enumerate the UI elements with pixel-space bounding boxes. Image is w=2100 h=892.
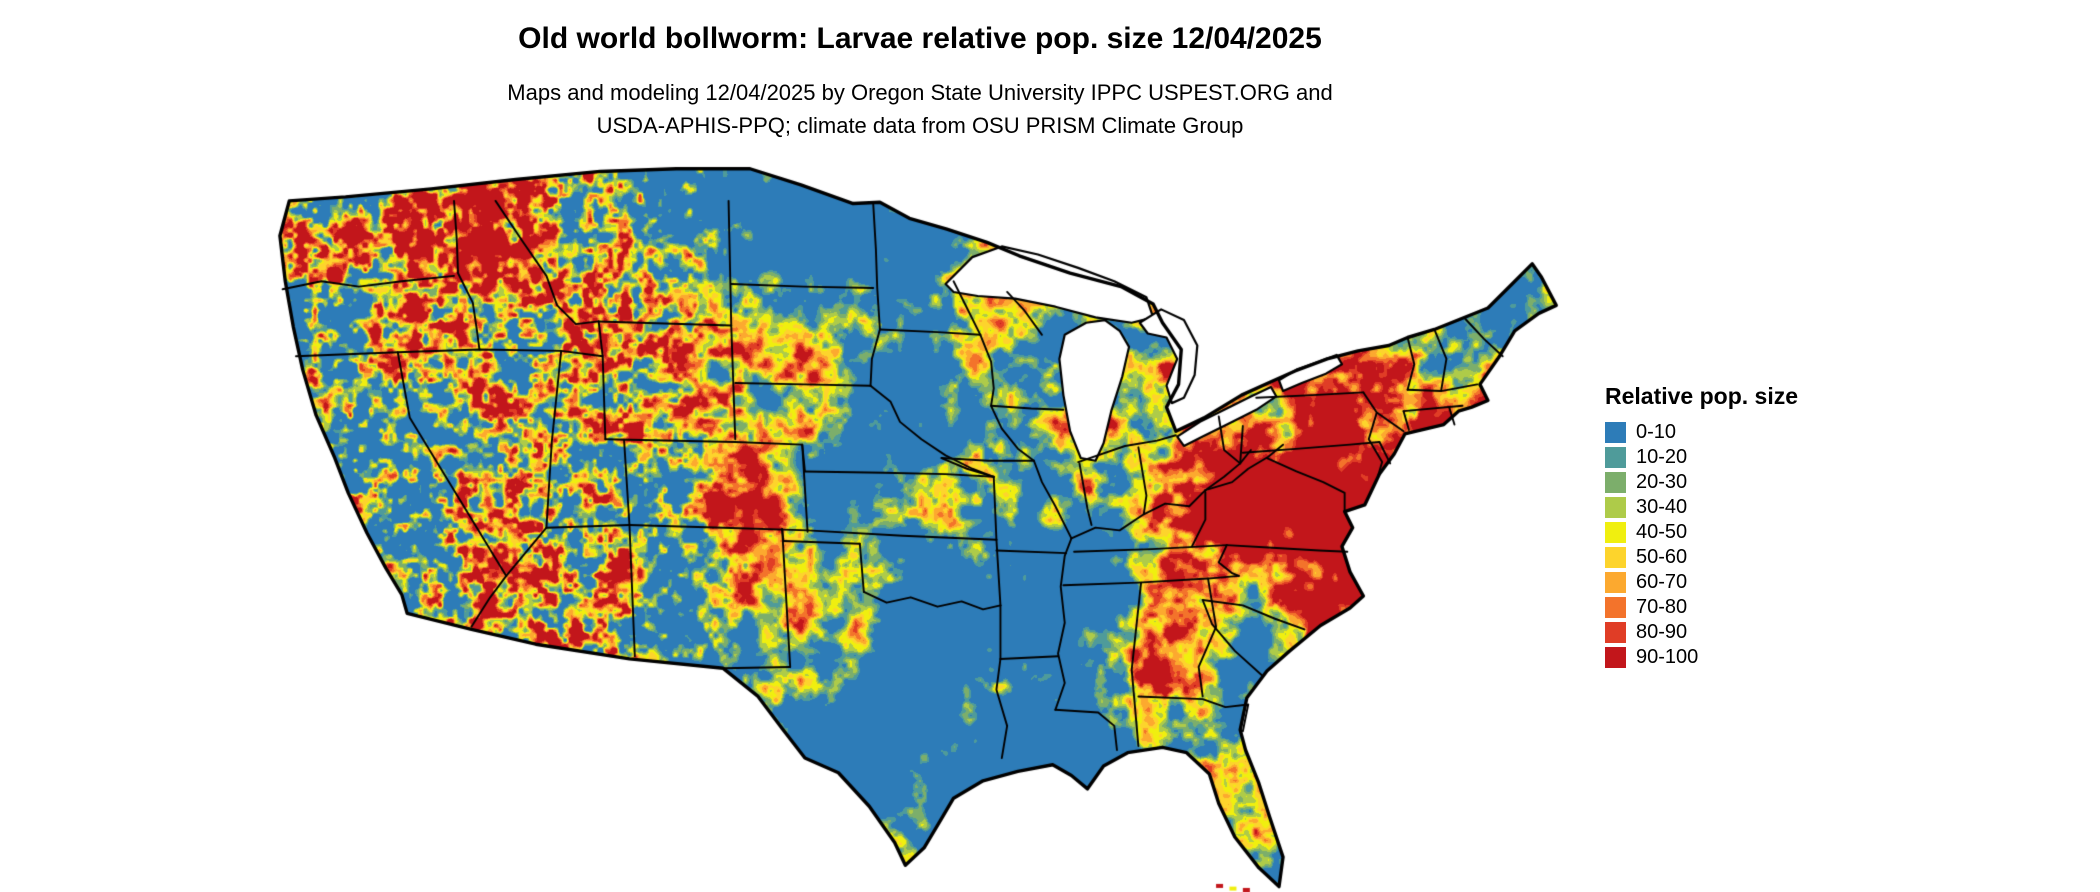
legend-item: 50-60 [1605, 545, 1798, 570]
legend-color-swatch [1605, 522, 1626, 543]
legend-item-label: 90-100 [1636, 646, 1699, 668]
header: Old world bollworm: Larvae relative pop.… [170, 12, 1670, 142]
legend-title: Relative pop. size [1605, 383, 1799, 409]
legend-item: 10-20 [1605, 445, 1798, 470]
legend: Relative pop. size 0-10 10-20 20-30 30-4… [1605, 383, 1798, 670]
legend-item: 80-90 [1605, 620, 1798, 645]
legend-color-swatch [1605, 547, 1626, 568]
legend-color-swatch [1605, 597, 1626, 618]
legend-item-label: 70-80 [1636, 596, 1688, 618]
map-subtitle-line1: Maps and modeling 12/04/2025 by Oregon S… [507, 80, 1333, 105]
legend-color-swatch [1605, 497, 1626, 518]
legend-color-swatch [1605, 647, 1626, 668]
legend-items: 0-10 10-20 20-30 30-40 40-50 50-60 60-70 [1605, 420, 1798, 670]
legend-color-swatch [1605, 472, 1626, 493]
legend-item-label: 20-30 [1636, 471, 1688, 493]
legend-item: 0-10 [1605, 420, 1798, 445]
legend-color-swatch [1605, 622, 1626, 643]
legend-item-label: 60-70 [1636, 571, 1688, 593]
legend-item-label: 80-90 [1636, 621, 1688, 643]
legend-item-label: 10-20 [1636, 446, 1688, 468]
legend-item: 40-50 [1605, 520, 1798, 545]
legend-item: 20-30 [1605, 470, 1798, 495]
legend-color-swatch [1605, 422, 1626, 443]
legend-item-label: 30-40 [1636, 496, 1688, 518]
legend-item: 90-100 [1605, 645, 1798, 670]
legend-color-swatch [1605, 572, 1626, 593]
map-subtitle: Maps and modeling 12/04/2025 by Oregon S… [170, 76, 1670, 142]
legend-item-label: 0-10 [1636, 421, 1677, 443]
legend-color-swatch [1605, 447, 1626, 468]
map-subtitle-line2: USDA-APHIS-PPQ; climate data from OSU PR… [596, 113, 1244, 138]
legend-item-label: 50-60 [1636, 546, 1688, 568]
legend-item: 60-70 [1605, 570, 1798, 595]
legend-item-label: 40-50 [1636, 521, 1688, 543]
legend-item: 30-40 [1605, 495, 1798, 520]
legend-item: 70-80 [1605, 595, 1798, 620]
map-title: Old world bollworm: Larvae relative pop.… [518, 22, 1322, 55]
